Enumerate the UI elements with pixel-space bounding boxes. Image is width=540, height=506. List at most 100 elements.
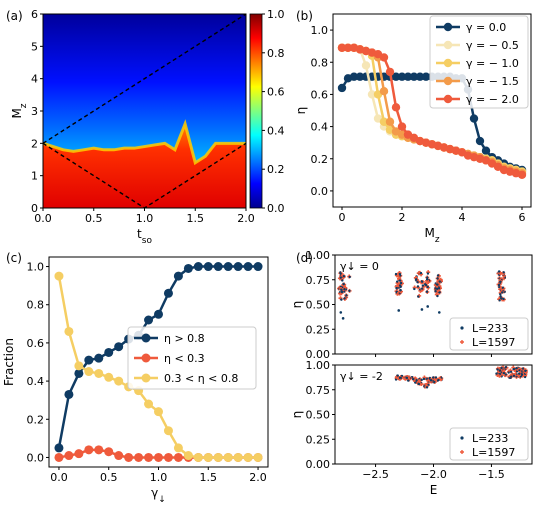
scatter-point-l233	[398, 279, 402, 282]
scatter-point-l233	[341, 317, 345, 320]
data-point	[349, 72, 359, 81]
data-point	[94, 353, 104, 363]
data-point	[163, 288, 173, 298]
scatter-point-l233	[426, 285, 429, 289]
legend-marker	[141, 373, 151, 383]
data-point	[74, 449, 84, 459]
scatter-point-l233	[509, 370, 513, 374]
data-point	[104, 372, 114, 382]
scatter-point-l233	[414, 278, 418, 281]
scatter-point-l233	[417, 295, 420, 298]
panel-d-top-points	[337, 270, 507, 320]
panel-label-d: (d)	[296, 251, 313, 265]
y-tick-label: 0.6	[311, 88, 329, 101]
x-tick-label: 1.5	[200, 471, 218, 484]
data-point	[54, 443, 64, 453]
data-point	[517, 170, 527, 180]
y-tick-label: 0.6	[27, 337, 45, 350]
colorbar-tick-label: 0.2	[267, 163, 285, 176]
y-axis-label: η	[290, 301, 304, 309]
y-tick-label: 0.2	[27, 413, 45, 426]
scatter-point-l233	[348, 275, 351, 279]
scatter-point-l233	[433, 380, 436, 384]
scatter-point-l233	[340, 290, 344, 294]
data-point	[355, 72, 365, 81]
scatter-point-l233	[502, 371, 506, 375]
x-axis-label: Mz	[424, 226, 439, 245]
scatter-point-l233	[435, 287, 439, 291]
y-tick-label: 0.75	[306, 274, 331, 287]
heatmap-lower-region	[43, 123, 246, 208]
panel-b-legend: γ = 0.0 γ = − 0.5 γ = − 1.0 γ = − 1.5 γ = − …	[429, 15, 529, 109]
x-tick-label: −2.0	[420, 468, 447, 481]
scatter-point-l233	[438, 291, 441, 294]
x-axis-label: tso	[137, 227, 152, 246]
scatter-point-l233	[520, 373, 524, 376]
x-tick-label: −2.5	[362, 468, 389, 481]
data-point	[183, 263, 193, 273]
data-point	[379, 87, 389, 96]
data-point	[193, 262, 203, 272]
panel-d-axes: 0.00 0.25 0.50 0.75 1.00 η −2.5 −2.0 −1.5 0.00 0.2…	[290, 249, 505, 497]
data-point	[114, 376, 124, 386]
y-tick-label: 1.00	[306, 249, 331, 262]
data-point	[173, 443, 183, 453]
y-tick-label: 0.4	[27, 375, 45, 388]
panel-b-frame	[332, 13, 532, 208]
data-point	[144, 452, 154, 462]
data-point	[367, 90, 377, 99]
y-tick-label: 1	[31, 170, 38, 183]
scatter-point-l233	[394, 272, 398, 276]
scatter-point-l233	[395, 286, 398, 290]
colorbar-tick-label: 0.8	[267, 47, 285, 60]
panel-c-legend: η > 0.8 η < 0.3 0.3 < η < 0.8	[127, 326, 257, 390]
scatter-point-l233	[398, 272, 402, 276]
x-tick-label: 0.5	[100, 471, 118, 484]
legend-marker	[460, 340, 464, 344]
data-point	[74, 368, 84, 378]
data-point	[173, 271, 183, 281]
y-tick-label: 0.00	[306, 348, 331, 361]
scatter-point-l233	[510, 375, 513, 378]
data-point	[397, 72, 407, 81]
scatter-point-l233	[497, 270, 501, 273]
data-point	[243, 262, 253, 272]
y-axis-label: η	[290, 411, 304, 419]
panel-b-series	[337, 43, 527, 180]
scatter-point-l233	[436, 294, 439, 298]
data-point	[94, 445, 104, 455]
legend-label: L=1597	[472, 446, 515, 459]
legend-marker	[141, 333, 151, 343]
y-tick-label: 0	[31, 202, 38, 215]
y-tick-label: 2	[31, 137, 38, 150]
y-tick-label: 0.4	[311, 121, 329, 134]
x-tick-label: 1.5	[187, 212, 205, 225]
data-point	[361, 61, 371, 70]
x-tick-label: 2.0	[249, 471, 267, 484]
legend-box	[449, 317, 529, 351]
scatter-point-l233	[515, 366, 518, 370]
y-tick-label: 1.0	[311, 24, 329, 37]
legend-marker	[460, 436, 464, 440]
scatter-point-l233	[398, 376, 402, 380]
data-point	[223, 262, 233, 272]
scatter-point-l233	[339, 311, 343, 314]
scatter-point-l233	[429, 379, 433, 382]
scatter-point-l233	[432, 376, 435, 379]
x-axis-label: γ↓	[151, 486, 166, 505]
scatter-point-l233	[420, 287, 424, 290]
scatter-point-l233	[495, 372, 498, 375]
data-point	[421, 72, 431, 81]
data-point	[64, 326, 74, 336]
x-tick-label: 1.0	[136, 212, 154, 225]
data-point	[337, 43, 347, 52]
scatter-point-l233	[407, 379, 410, 382]
data-point	[134, 452, 144, 462]
data-point	[154, 407, 163, 417]
scatter-point-l233	[420, 378, 423, 382]
scatter-point-l233	[397, 309, 401, 312]
scatter-point-l233	[499, 295, 502, 298]
scatter-point-l233	[501, 291, 504, 294]
scatter-point-l233	[345, 294, 348, 297]
scatter-point-l233	[434, 376, 438, 379]
